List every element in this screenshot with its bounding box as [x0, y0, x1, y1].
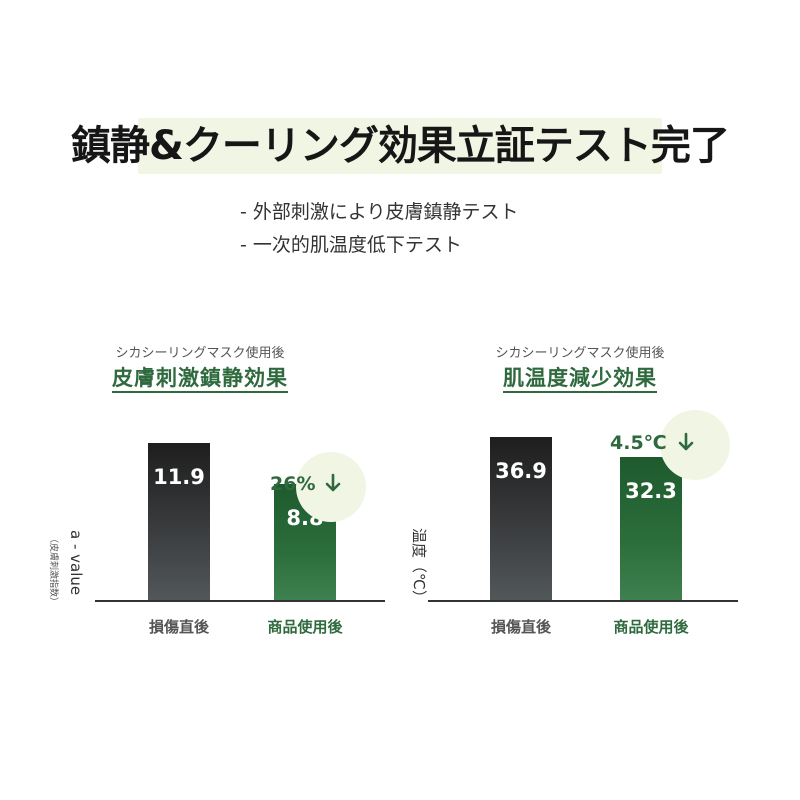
- down-arrow-icon: [325, 473, 341, 492]
- delta-badge: 4.5℃: [610, 432, 695, 454]
- bar-before: 11.9: [148, 443, 210, 600]
- chart-title-text: 皮膚刺激鎮静効果: [112, 366, 288, 393]
- y-axis-label: a - value: [67, 530, 86, 595]
- down-arrow-icon: [678, 432, 694, 451]
- chart-pretitle: シカシーリングマスク使用後: [495, 346, 665, 361]
- subtitle-item: - 一次的肌温度低下テスト: [240, 234, 462, 256]
- y-axis-note: （皮膚刺激指数）: [47, 534, 66, 606]
- x-tick-label: 商品使用後: [267, 618, 343, 636]
- title-highlight: [138, 118, 662, 174]
- bar-value-label: 36.9: [495, 459, 547, 483]
- delta-bubble: [660, 410, 730, 480]
- chart-title: 皮膚刺激鎮静効果: [0, 362, 400, 393]
- bar-value-label: 32.3: [625, 479, 677, 503]
- delta-value: 26%: [270, 473, 316, 495]
- subtitle-list: - 外部刺激により皮膚鎮静テスト - 一次的肌温度低下テスト: [240, 196, 519, 262]
- chart-title-text: 肌温度減少効果: [503, 366, 657, 393]
- x-axis-baseline: [428, 600, 738, 602]
- x-tick-label: 損傷直後: [148, 618, 209, 636]
- y-axis-label-text: 温度（℃）: [410, 528, 428, 605]
- y-axis-note-text: （皮膚刺激指数）: [48, 534, 58, 607]
- chart-panel-skin-soothing: シカシーリングマスク使用後 皮膚刺激鎮静効果 a - value （皮膚刺激指数…: [0, 346, 400, 636]
- bar-after: 32.3: [620, 457, 682, 600]
- y-axis-label: 温度（℃）: [409, 528, 430, 605]
- page-title: 鎮静&クーリング効果立証テスト完了: [71, 123, 730, 169]
- bar-value-label: 11.9: [153, 465, 205, 489]
- chart-pretitle: シカシーリングマスク使用後: [115, 346, 285, 361]
- x-axis-baseline: [95, 600, 385, 602]
- bar-before: 36.9: [490, 437, 552, 600]
- x-tick-label: 損傷直後: [490, 618, 551, 636]
- delta-badge: 26%: [270, 473, 342, 495]
- y-axis-label-text: a - value: [67, 530, 85, 596]
- x-tick-label: 商品使用後: [613, 618, 689, 636]
- chart-title: 肌温度減少効果: [380, 362, 780, 393]
- chart-panel-skin-temperature: シカシーリングマスク使用後 肌温度減少効果 温度（℃） 36.9 32.3 4.…: [400, 0, 800, 800]
- delta-value: 4.5℃: [610, 432, 667, 454]
- subtitle-item: - 外部刺激により皮膚鎮静テスト: [240, 201, 519, 223]
